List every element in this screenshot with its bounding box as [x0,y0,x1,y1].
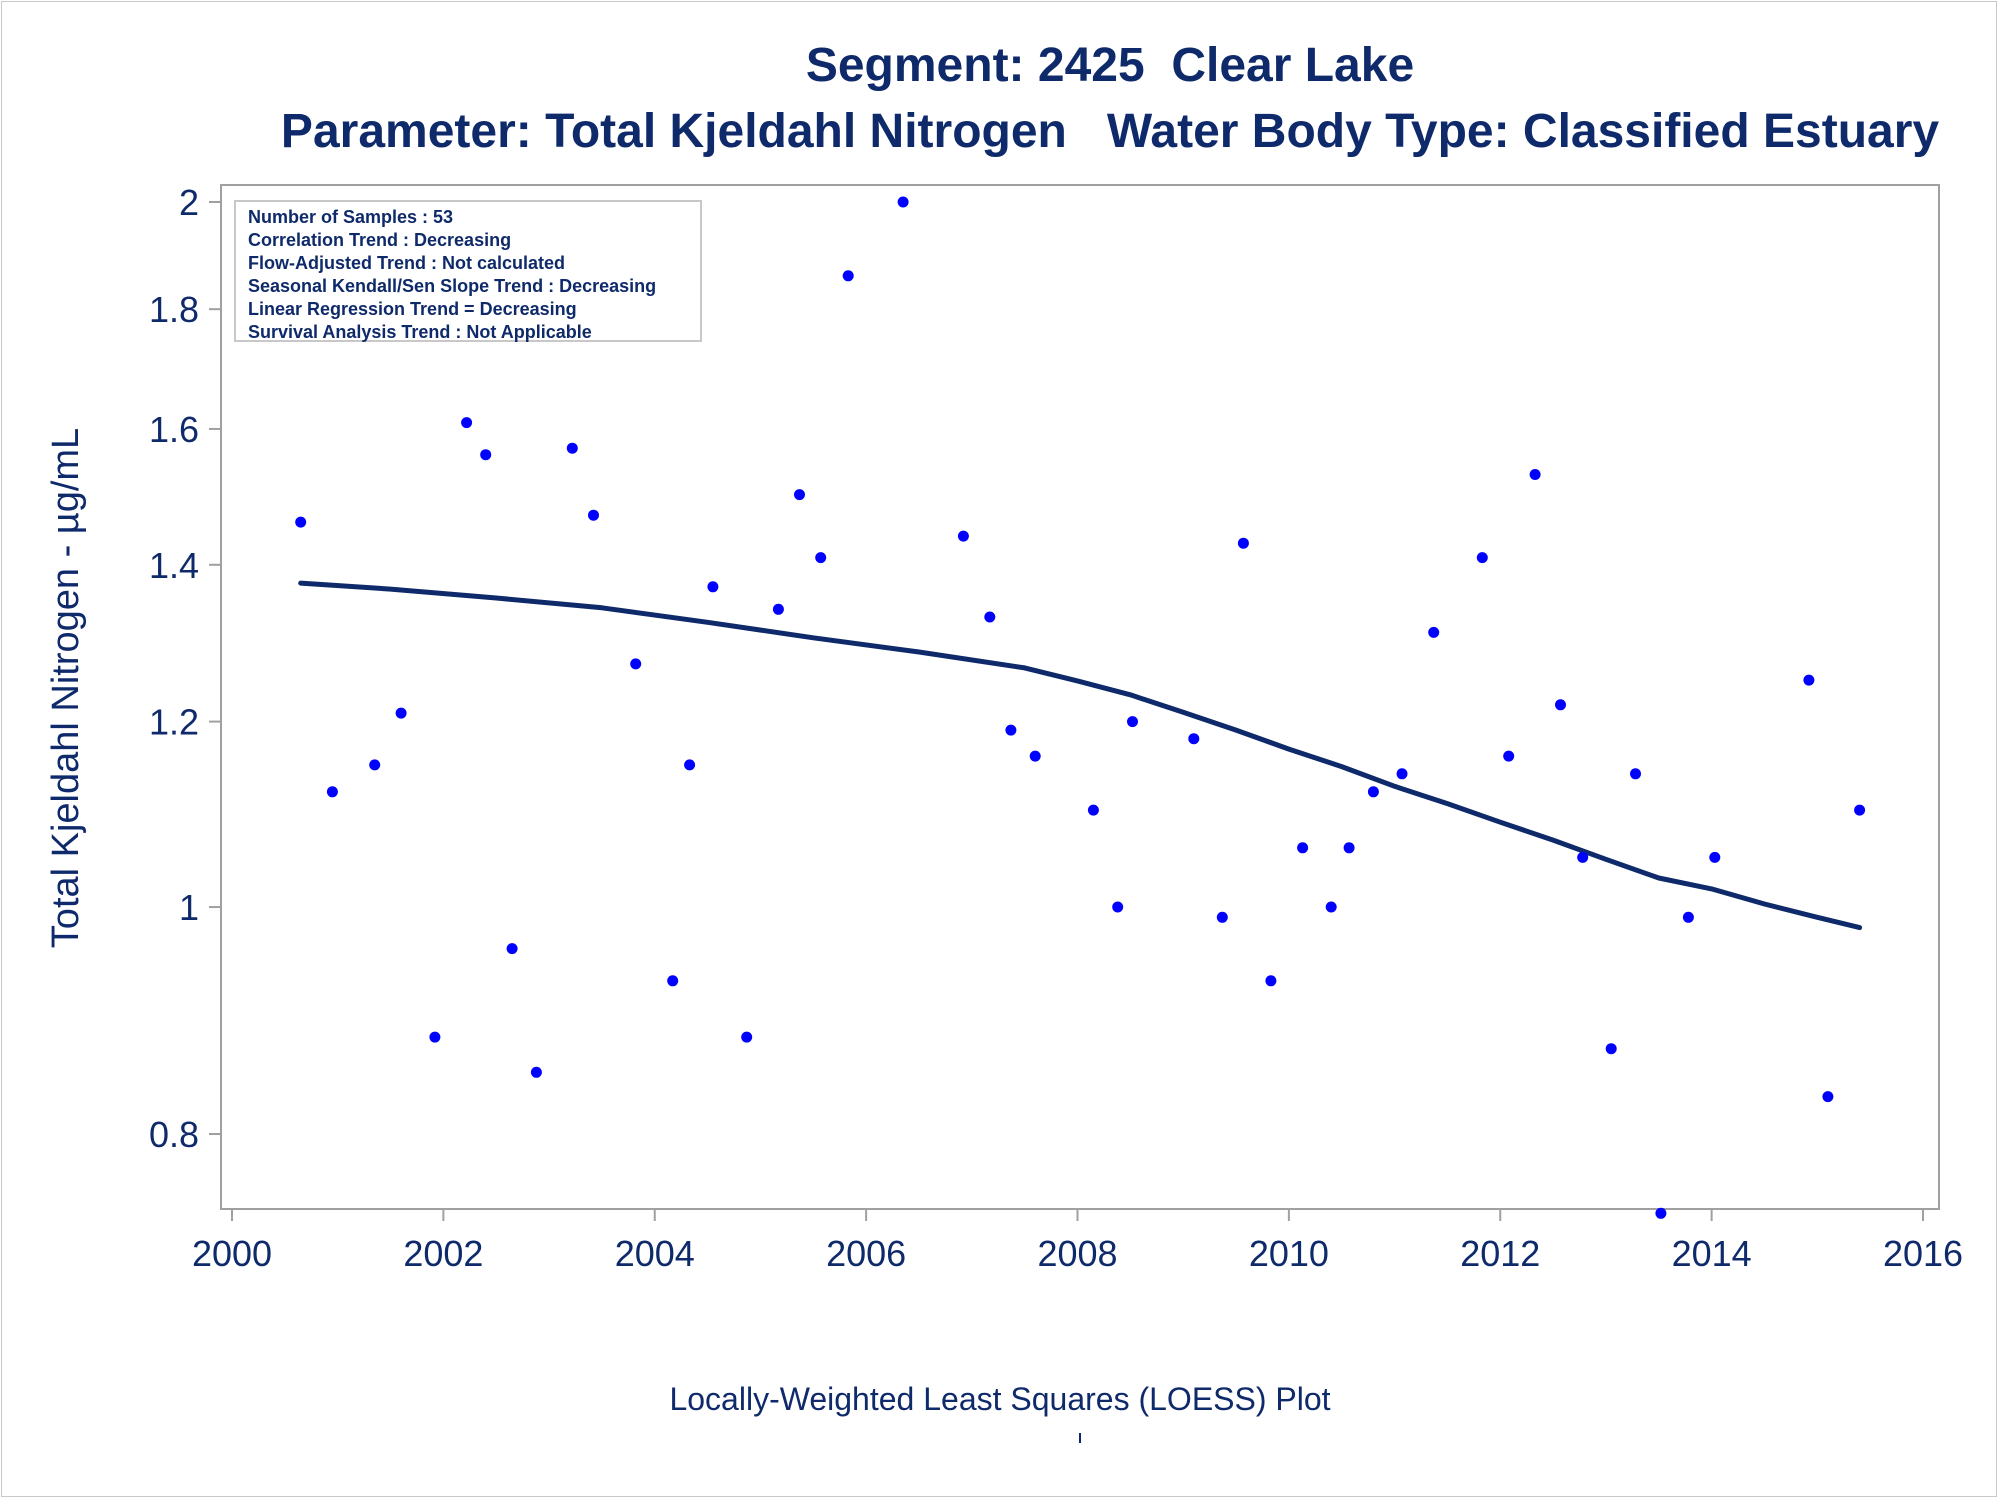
data-point [1630,768,1641,780]
x-tick-label: 2016 [1883,1233,1963,1274]
data-point [461,417,473,429]
data-point [1087,804,1099,816]
data-point [684,759,696,771]
loess-line-group [298,580,1863,931]
x-tick-label: 2006 [826,1233,906,1274]
data-point [1529,469,1541,480]
x-tick-label: 2008 [1037,1233,1117,1274]
data-point [984,611,996,623]
data-point [667,975,679,987]
data-point [506,943,518,955]
data-point [429,1031,441,1043]
data-point [1709,851,1721,863]
x-tick-label: 2000 [192,1233,272,1274]
data-point [480,449,492,461]
data-point [1188,733,1200,745]
data-point [1216,911,1228,923]
x-tick-label: 2014 [1672,1233,1752,1274]
x-tick-label: 2012 [1460,1233,1540,1274]
data-point [1555,699,1566,711]
loess-line [298,580,1863,931]
data-point [566,442,578,454]
y-axis-label: Total Kjeldahl Nitrogen - µg/mL [45,428,87,948]
y-tick-label: 1.4 [149,545,199,586]
data-point [794,489,805,501]
data-point [1112,901,1124,913]
y-tick-label: 1.6 [149,409,199,450]
chart-subtitle: Parameter: Total Kjeldahl Nitrogen Water… [280,105,1940,158]
data-point [1367,786,1379,798]
data-point [1503,750,1515,762]
data-point [326,786,338,798]
data-points-group [295,196,1866,1219]
data-point [1854,804,1866,816]
y-tick-label: 0.8 [149,1114,199,1155]
y-tick-label: 1.8 [149,289,199,330]
stats-box: Number of Samples : 53 Correlation Trend… [234,200,702,342]
x-tick-label: 2004 [615,1233,695,1274]
data-point [957,530,969,542]
data-point [395,707,407,719]
data-point [1476,552,1488,564]
data-point [1127,716,1138,728]
data-point [842,270,854,282]
stats-line-samples: Number of Samples : 53 [248,207,454,227]
footnote-mark [1079,1433,1081,1443]
x-axis: 2000 2002 2004 2006 2008 2010 2012 2014 2016 [192,1209,1963,1274]
data-point [630,658,642,670]
data-point [707,581,719,593]
data-point [1265,975,1277,987]
data-point [1655,1207,1667,1219]
stats-line-correlation: Correlation Trend : Decreasing [248,230,512,250]
y-tick-label: 2 [179,182,199,223]
x-tick-label: 2002 [403,1233,483,1274]
chart-title: Segment: 2425 Clear Lake [805,39,1415,92]
data-point [1803,674,1815,686]
data-point [1396,768,1408,780]
data-point [1005,724,1017,736]
data-point [369,759,381,771]
data-point [897,196,909,208]
data-point [772,603,784,615]
stats-line-seasonal-kendall: Seasonal Kendall/Sen Slope Trend : Decre… [248,276,657,296]
y-tick-label: 1 [179,887,199,928]
stats-line-linear-regression: Linear Regression Trend = Decreasing [248,299,577,319]
data-point [741,1031,753,1043]
y-axis: 0.8 1 1.2 1.4 1.6 1.8 2 [149,182,221,1155]
data-point [295,516,307,528]
stats-line-survival: Survival Analysis Trend : Not Applicable [248,322,592,342]
plot-area [220,184,1940,1210]
data-point [1297,842,1309,854]
data-point [1029,750,1041,762]
data-point [1325,901,1337,913]
data-point [1428,626,1440,638]
stats-line-flow-adjusted: Flow-Adjusted Trend : Not calculated [248,253,566,273]
x-tick-label: 2010 [1249,1233,1329,1274]
data-point [530,1066,542,1078]
data-point [588,509,599,521]
footnote: Locally-Weighted Least Squares (LOESS) P… [669,1381,1331,1417]
data-point [1237,537,1249,549]
data-point [1343,842,1355,854]
data-point [1822,1091,1834,1103]
data-point [815,552,827,564]
y-tick-label: 1.2 [149,702,199,743]
data-point [1605,1043,1617,1055]
data-point [1682,911,1694,923]
data-point [1577,851,1589,863]
